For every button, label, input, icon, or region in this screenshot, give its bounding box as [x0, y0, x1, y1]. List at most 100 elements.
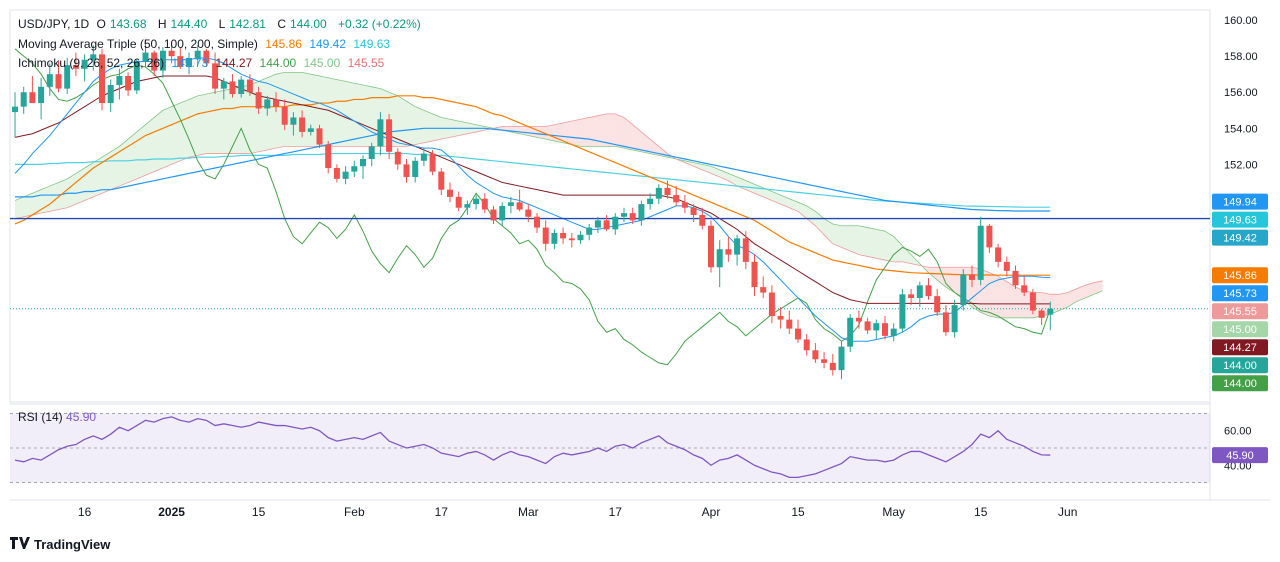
cloud-segment	[902, 245, 912, 264]
cloud-segment	[206, 92, 216, 154]
ichimoku-legend[interactable]: Ichimoku (9, 26, 52, 26, 26) 145.73 144.…	[18, 55, 388, 71]
ich-span-b-value: 145.55	[347, 56, 385, 70]
candle-body	[464, 204, 471, 208]
candle-body	[246, 79, 253, 93]
cloud-segment	[641, 131, 651, 154]
candle-body	[838, 346, 845, 371]
cloud-segment	[1059, 292, 1068, 311]
cloud-segment	[754, 184, 764, 197]
open-label: O	[96, 17, 106, 31]
tradingview-logo[interactable]: TradingView	[10, 536, 110, 552]
candle-body	[1038, 310, 1045, 318]
candle-body	[655, 187, 662, 199]
price-badge-label: 145.86	[1223, 270, 1257, 282]
ma200-value: 149.63	[353, 37, 391, 51]
cloud-segment	[1076, 285, 1086, 302]
candle-body	[829, 362, 836, 371]
ma-legend[interactable]: Moving Average Triple (50, 100, 200, Sim…	[18, 36, 394, 52]
cloud-segment	[763, 187, 772, 201]
candle-body	[125, 75, 132, 91]
cloud-segment	[232, 86, 242, 154]
candle-body	[429, 153, 436, 172]
senkou-span-b-line	[14, 113, 1103, 295]
time-tick-label: Apr	[702, 505, 721, 519]
candle-body	[220, 81, 227, 89]
candle-body	[72, 65, 79, 69]
cloud-segment	[293, 72, 303, 147]
rsi-badge-bg	[1212, 447, 1268, 464]
candle-body	[916, 285, 923, 298]
ichimoku-title: Ichimoku (9, 26, 52, 26, 26)	[18, 56, 165, 70]
candle-body	[438, 171, 445, 190]
time-tick-label: 16	[78, 505, 92, 519]
cloud-segment	[41, 186, 50, 214]
price-pane	[9, 9, 1211, 403]
candle-body	[20, 92, 27, 107]
cloud-segment	[1015, 287, 1025, 318]
candle-body	[681, 202, 688, 208]
candle-body	[403, 164, 410, 178]
cloud-segment	[537, 126, 546, 140]
cloud-segment	[850, 225, 859, 255]
candle-body	[734, 238, 741, 255]
candle-body	[586, 227, 593, 235]
price-badge-label: 144.27	[1223, 342, 1257, 354]
cloud-segment	[1006, 281, 1016, 318]
price-badge-bg	[1212, 285, 1268, 302]
cloud-segment	[824, 218, 833, 244]
price-badge: 145.00	[1212, 321, 1268, 338]
close-label: C	[277, 17, 286, 31]
price-badge-bg	[1212, 375, 1268, 392]
candle-body	[133, 61, 140, 91]
cloud-segment	[406, 101, 416, 147]
ma200-line	[15, 152, 1051, 208]
cloud-segment	[258, 77, 268, 152]
candle-body	[1047, 308, 1054, 315]
senkou-span-a-line	[14, 71, 1103, 319]
candle-body	[969, 274, 975, 280]
candle-body	[577, 234, 584, 241]
candle-body	[664, 187, 671, 196]
candle-body	[534, 216, 540, 228]
candle-body	[212, 63, 219, 89]
time-tick-label: 15	[974, 505, 988, 519]
high-value: 144.40	[170, 17, 208, 31]
candle-body	[925, 285, 932, 297]
cloud-segment	[702, 164, 711, 174]
price-badge: 145.86	[1212, 267, 1268, 284]
low-label: L	[218, 17, 226, 31]
candle-body	[194, 50, 201, 58]
cloud-segment	[162, 106, 172, 169]
price-tick-label: 154.00	[1224, 123, 1258, 135]
price-badge-bg	[1212, 357, 1268, 374]
cloud-segment	[563, 121, 572, 145]
candle-body	[481, 198, 488, 210]
cloud-segment	[84, 162, 94, 201]
time-tick-label: Jun	[1058, 505, 1077, 519]
time-tick-label: 15	[791, 505, 805, 519]
rsi-legend[interactable]: RSI (14) 45.90	[18, 410, 96, 424]
cloud-segment	[145, 117, 155, 176]
cloud-segment	[67, 173, 76, 208]
base-line	[14, 75, 1051, 305]
candle-body	[12, 106, 18, 113]
candle-body	[594, 220, 601, 228]
cloud-segment	[624, 117, 633, 150]
cloud-segment	[197, 94, 207, 156]
price-badge-bg	[1212, 339, 1268, 356]
symbol-label: USD/JPY, 1D	[18, 17, 90, 31]
candle-body	[777, 315, 784, 320]
price-badge-bg	[1212, 267, 1268, 284]
cloud-segment	[615, 113, 624, 149]
price-badge: 149.42	[1212, 229, 1268, 246]
cloud-segment	[215, 90, 224, 154]
candle-body	[760, 287, 767, 293]
price-badge-label: 149.42	[1223, 233, 1257, 245]
cloud-segment	[49, 182, 59, 212]
price-badge: 149.63	[1212, 211, 1268, 228]
cloud-segment	[75, 168, 85, 205]
cloud-segment	[580, 117, 590, 147]
candle-body	[934, 296, 941, 313]
candle-body	[525, 209, 532, 217]
